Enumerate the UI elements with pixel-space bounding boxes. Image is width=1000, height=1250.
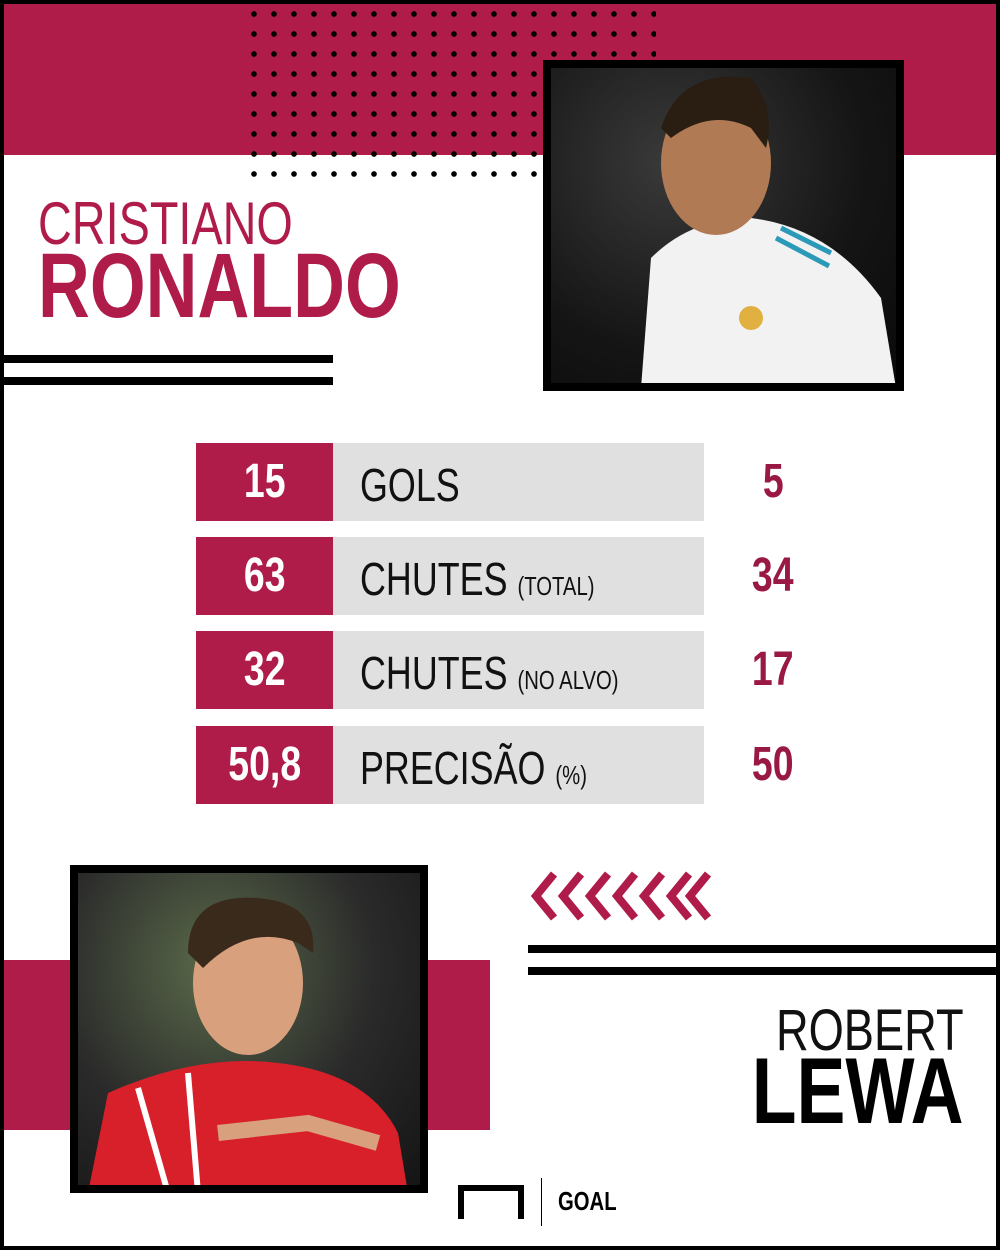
stat-row-accuracy: 50,8 PRECISÃO (%) — [196, 726, 704, 804]
stat-label: PRECISÃO (%) — [360, 742, 587, 794]
logo-divider — [541, 1178, 542, 1226]
player2-stat-value: 34 — [752, 549, 794, 602]
player2-stat-value: 50 — [752, 738, 794, 791]
stat-label: CHUTES (NO ALVO) — [360, 647, 619, 699]
goal-frame-icon — [458, 1185, 524, 1219]
player1-stat-value: 32 — [196, 631, 333, 709]
chevron-left-icon — [611, 871, 639, 921]
stat-row-goals: 15 GOLS — [196, 443, 704, 521]
chevron-left-icon — [584, 871, 612, 921]
player2-photo — [70, 865, 428, 1193]
chevron-left-icon — [638, 871, 666, 921]
player2-first-name: ROBERT — [776, 998, 964, 1063]
brand-name: GOAL — [558, 1186, 617, 1216]
stat-row-shots-on-target: 32 CHUTES (NO ALVO) — [196, 631, 704, 709]
chevron-left-icon-row — [530, 871, 712, 921]
stat-row-shots-total: 63 CHUTES (TOTAL) — [196, 537, 704, 615]
player2-stat-value: 5 — [762, 455, 784, 508]
chevron-left-icon — [530, 871, 558, 921]
divider-line — [528, 967, 996, 975]
player1-first-name: CRISTIANO — [38, 190, 293, 257]
player1-stat-value: 15 — [196, 443, 333, 521]
player1-stat-value: 50,8 — [196, 726, 333, 804]
player1-stat-value: 63 — [196, 537, 333, 615]
divider-line — [528, 945, 996, 953]
player1-photo — [543, 60, 904, 391]
stat-label: GOLS — [360, 459, 460, 511]
chevron-left-icon — [557, 871, 585, 921]
chevron-left-icon — [665, 871, 693, 921]
divider-line — [4, 377, 333, 385]
player2-last-name: LEWA — [752, 1038, 964, 1143]
divider-line — [4, 355, 333, 363]
player1-last-name: RONALDO — [38, 235, 401, 337]
chevron-left-icon — [684, 871, 712, 921]
stat-label: CHUTES (TOTAL) — [360, 553, 595, 605]
player2-stat-value: 17 — [752, 643, 794, 696]
